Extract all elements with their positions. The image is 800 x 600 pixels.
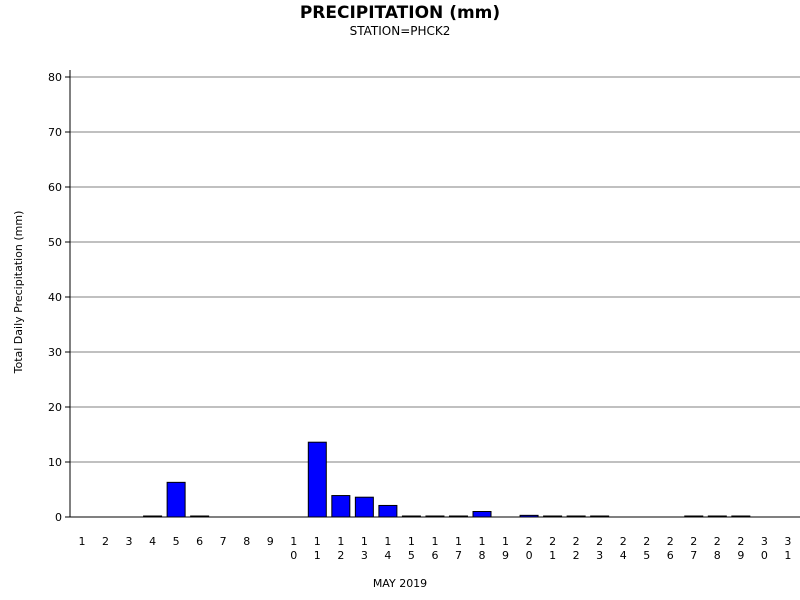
x-tick-label: 1 [784,549,791,562]
x-tick-label: 6 [431,549,438,562]
x-tick-label: 7 [455,549,462,562]
chart-subtitle: STATION=PHCK2 [350,24,451,38]
x-axis-label: MAY 2019 [373,577,427,590]
x-tick-label: 2 [526,535,533,548]
y-tick-label: 50 [48,236,62,249]
x-tick-label: 2 [573,535,580,548]
x-tick-label: 1 [384,535,391,548]
x-tick-label: 8 [243,535,250,548]
x-tick-label: 3 [784,535,791,548]
y-tick-label: 0 [55,511,62,524]
x-tick-label: 2 [620,535,627,548]
x-tick-label: 1 [314,549,321,562]
x-tick-label: 3 [596,549,603,562]
x-tick-label: 1 [314,535,321,548]
x-tick-label: 3 [126,535,133,548]
x-tick-label: 1 [408,535,415,548]
x-tick-label: 1 [455,535,462,548]
x-tick-label: 7 [220,535,227,548]
x-tick-label: 2 [714,535,721,548]
x-tick-label: 5 [408,549,415,562]
x-tick-label: 3 [361,549,368,562]
x-tick-label: 1 [479,535,486,548]
x-tick-label: 0 [526,549,533,562]
x-tick-label: 1 [337,535,344,548]
x-tick-label: 6 [196,535,203,548]
x-tick-label: 2 [596,535,603,548]
y-tick-label: 40 [48,291,62,304]
y-axis-label: Total Daily Precipitation (mm) [12,211,25,375]
y-tick-label: 70 [48,126,62,139]
x-tick-label: 8 [479,549,486,562]
x-tick-label: 1 [290,535,297,548]
x-tick-label: 9 [737,549,744,562]
x-tick-label: 5 [643,549,650,562]
x-tick-label: 1 [79,535,86,548]
x-tick-label: 1 [361,535,368,548]
x-tick-label: 0 [290,549,297,562]
bar-day-14 [378,504,398,518]
x-tick-label: 2 [337,549,344,562]
x-tick-label: 2 [573,549,580,562]
x-tick-label: 2 [667,535,674,548]
bars-layer [143,441,751,518]
x-tick-label: 2 [643,535,650,548]
x-tick-label: 1 [549,549,556,562]
x-tick-label: 6 [667,549,674,562]
x-tick-label: 5 [173,535,180,548]
x-tick-label: 4 [149,535,156,548]
x-tick-label: 2 [102,535,109,548]
x-tick-label: 3 [761,535,768,548]
x-tick-label: 4 [620,549,627,562]
x-tick-label: 7 [690,549,697,562]
x-tick-label: 0 [761,549,768,562]
y-tick-label: 20 [48,401,62,414]
bar-day-18 [472,511,492,518]
chart-title: PRECIPITATION (mm) [300,3,500,23]
x-tick-label: 2 [549,535,556,548]
x-tick-label: 1 [502,535,509,548]
bar-day-11 [307,441,327,518]
y-tick-label: 30 [48,346,62,359]
y-tick-label: 80 [48,71,62,84]
x-tick-label: 9 [502,549,509,562]
x-tick-label: 4 [384,549,391,562]
x-tick-label: 2 [737,535,744,548]
y-tick-label: 60 [48,181,62,194]
x-tick-label: 1 [431,535,438,548]
x-tick-label: 2 [690,535,697,548]
bar-day-13 [354,496,374,518]
x-tick-label: 9 [267,535,274,548]
grid-layer [70,76,800,463]
bar-day-5 [166,481,186,518]
y-tick-label: 10 [48,456,62,469]
x-tick-label: 8 [714,549,721,562]
bar-day-12 [331,495,351,518]
